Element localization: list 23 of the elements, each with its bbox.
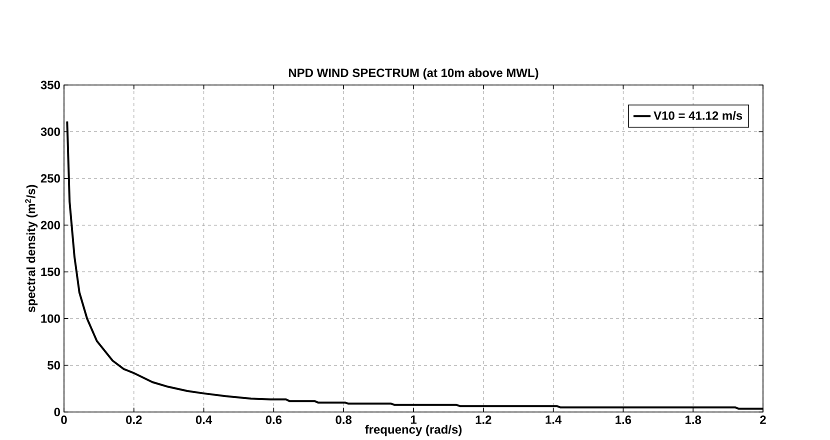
y-tick-label: 50 [48, 361, 60, 370]
x-tick-label: 0 [61, 416, 67, 424]
x-tick-label: 2 [760, 416, 766, 424]
x-tick-label: 1.6 [616, 416, 632, 424]
x-tick-label: 0.2 [126, 416, 142, 424]
y-tick-label: 300 [40, 127, 60, 136]
y-tick-label: 350 [40, 80, 60, 90]
x-tick-label: 0.8 [336, 416, 352, 424]
y-tick-label: 250 [40, 174, 60, 183]
x-tick-label: 1 [410, 416, 417, 424]
x-axis-title: frequency (rad/s) [365, 424, 462, 436]
legend-label: V10 = 41.12 m/s [654, 111, 742, 120]
x-tick-label: 0.6 [266, 416, 282, 424]
x-tick-label: 1.4 [546, 416, 562, 424]
x-tick-label: 0.4 [196, 416, 212, 424]
x-tick-label: 1.8 [686, 416, 702, 424]
y-axis-title: spectral density (m$^{2}$/s) [25, 184, 38, 312]
y-tick-label: 100 [41, 314, 60, 323]
x-tick-label: 1.2 [476, 416, 492, 424]
y-tick-label: 0 [54, 408, 60, 416]
chart-title: NPD WIND SPECTRUM (at 10m above MWL) [288, 68, 538, 80]
y-tick-label: 200 [40, 220, 60, 230]
y-tick-label: 150 [41, 268, 60, 276]
